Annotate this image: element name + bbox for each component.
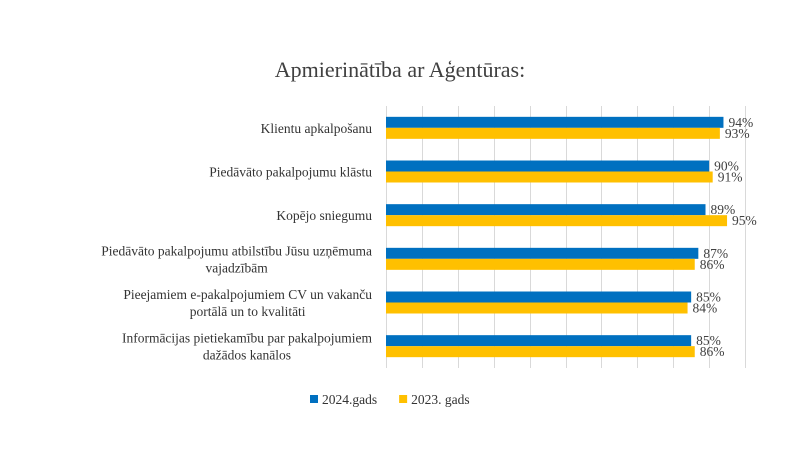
data-label: 90% <box>714 159 739 174</box>
legend-label: 2024.gads <box>322 392 377 407</box>
category-label: Piedāvāto pakalpojumu atbilstību Jūsu uz… <box>101 243 372 275</box>
bars <box>386 116 728 358</box>
legend-swatch <box>310 395 318 403</box>
bar <box>386 258 695 270</box>
bar <box>386 116 724 128</box>
data-label: 86% <box>700 344 725 359</box>
chart-title: Apmierinātība ar Aģentūras: <box>275 57 525 82</box>
bar <box>386 335 692 347</box>
data-label: 87% <box>703 246 728 261</box>
legend-swatch <box>399 395 408 403</box>
gridlines <box>386 106 746 368</box>
data-label: 94% <box>728 115 753 130</box>
legend: 2024.gads 2023. gads <box>310 392 470 407</box>
data-label: 85% <box>696 333 721 348</box>
category-label: Informācijas pietiekamību par pakalpojum… <box>122 331 373 363</box>
data-label: 91% <box>718 170 743 185</box>
data-label: 86% <box>700 257 725 272</box>
category-label: Piedāvāto pakalpojumu klāstu <box>209 165 372 180</box>
data-label: 93% <box>725 126 750 141</box>
bar <box>386 247 699 259</box>
data-label: 89% <box>711 202 736 217</box>
bar <box>386 346 695 358</box>
bar <box>386 204 706 216</box>
category-label: Pieejamiem e-pakalpojumiem CV un vakanču… <box>123 287 372 319</box>
bar <box>386 171 713 183</box>
bar <box>386 127 720 139</box>
category-label: Klientu apkalpošanu <box>261 121 373 136</box>
data-label: 85% <box>696 290 721 305</box>
legend-label: 2023. gads <box>411 392 470 407</box>
value-labels: 94%93%90%91%89%95%87%86%85%84%85%86% <box>693 115 757 359</box>
bar <box>386 160 710 172</box>
data-label: 84% <box>693 301 718 316</box>
bar <box>386 302 688 314</box>
bar <box>386 215 728 227</box>
category-label: Kopējo sniegumu <box>276 208 372 223</box>
category-labels: Klientu apkalpošanu Piedāvāto pakalpojumu… <box>101 121 372 363</box>
data-label: 95% <box>732 213 757 228</box>
bar <box>386 291 692 303</box>
